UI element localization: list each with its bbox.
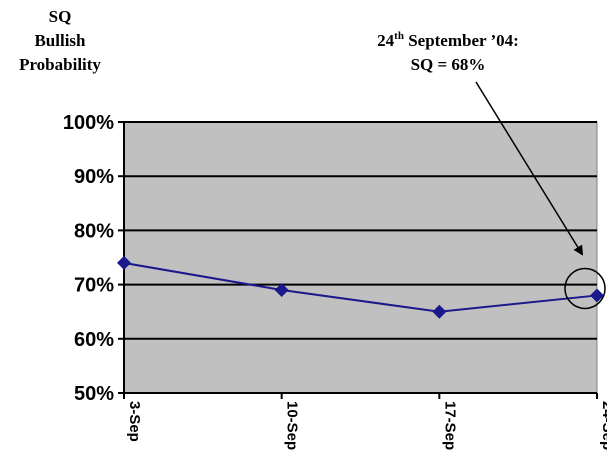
y-axis-title-line-3: Probability — [19, 55, 101, 74]
annotation-line-1: 24th September ’04: — [377, 30, 519, 50]
y-tick-label: 60% — [74, 329, 114, 351]
x-tick-label: 10-Sep — [284, 401, 301, 450]
y-tick-label: 100% — [63, 112, 114, 134]
x-tick-label: 24-Sep — [599, 401, 607, 450]
plot-area — [123, 121, 598, 394]
annotation-day: 24 — [377, 31, 395, 50]
highlight-circle — [564, 267, 606, 310]
y-axis-tick-labels: 50% 60% 70% 80% 90% 100% — [63, 112, 124, 405]
gridlines — [124, 121, 597, 340]
series-line — [123, 261, 598, 313]
data-point-marker — [117, 255, 131, 270]
y-tick-label: 70% — [74, 275, 114, 297]
series-markers — [117, 255, 604, 319]
y-axis-title-line-1: SQ — [49, 7, 72, 26]
data-point-marker — [274, 283, 289, 298]
x-axis-tick-labels: 3-Sep 10-Sep 17-Sep 24-Sep — [123, 393, 607, 450]
y-tick-label: 90% — [74, 166, 114, 188]
annotation-arrow — [475, 81, 584, 256]
data-point-marker — [590, 288, 604, 303]
y-tick-label: 50% — [74, 383, 114, 405]
annotation-day-suffix: th — [394, 30, 404, 42]
data-point-marker — [432, 304, 447, 319]
annotation-line-2: SQ = 68% — [411, 55, 486, 74]
y-axis-title-line-2: Bullish — [34, 31, 86, 50]
x-tick-label: 3-Sep — [126, 401, 143, 442]
x-tick-label: 17-Sep — [441, 401, 458, 450]
annotation-month-year: September ’04: — [404, 31, 519, 50]
y-tick-label: 80% — [74, 220, 114, 242]
